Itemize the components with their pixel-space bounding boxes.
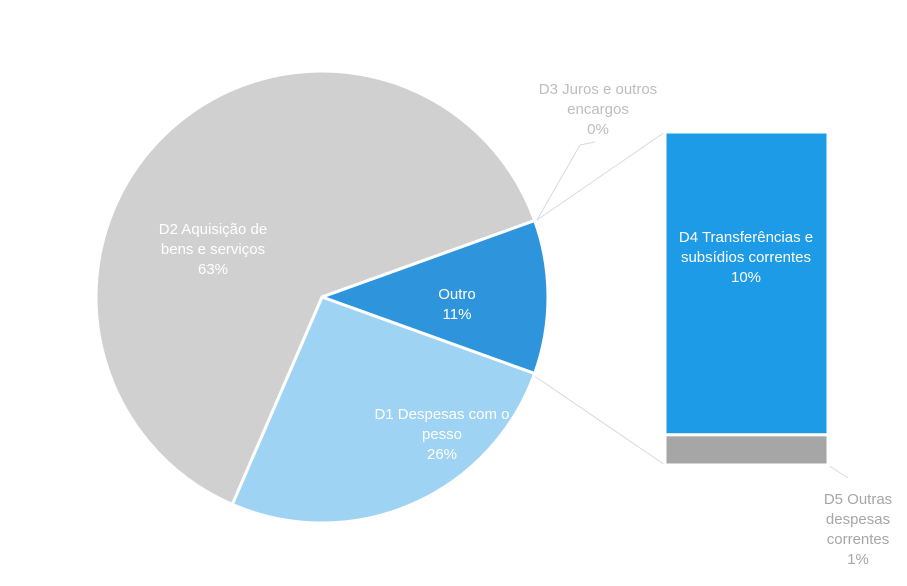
data-label: D2 Aquisição de bens e serviços 63%	[143, 220, 283, 280]
category-label: D4 Transferências e subsídios correntes	[678, 229, 814, 266]
value-label: 10%	[730, 269, 762, 286]
data-label: D5 Outras despesas correntes 1%	[803, 490, 907, 570]
pie-slice	[230, 295, 537, 525]
category-label: D2 Aquisição de bens e serviços	[158, 221, 268, 258]
value-label: 0%	[587, 121, 609, 138]
category-label: Outro	[438, 286, 476, 303]
bar-segment	[663, 433, 830, 467]
connector-line	[536, 131, 666, 221]
bar-segment	[663, 130, 830, 437]
connector-line	[532, 374, 666, 466]
leader-line	[579, 141, 596, 146]
value-label: 63%	[197, 261, 229, 278]
category-label: D1 Despesas com o pesso	[374, 406, 510, 443]
value-label: 1%	[847, 551, 869, 568]
data-label: D1 Despesas com o pesso 26%	[372, 405, 512, 465]
leader-line	[827, 464, 849, 479]
category-label: D5 Outras despesas correntes	[823, 491, 893, 548]
pie-slice	[317, 218, 550, 376]
data-label: D3 Juros e outros encargos 0%	[523, 80, 673, 140]
data-label: Outro 11%	[412, 285, 502, 325]
leader-line	[536, 144, 581, 221]
pie-slice	[94, 69, 537, 507]
value-label: 26%	[426, 446, 458, 463]
value-label: 11%	[442, 306, 472, 323]
data-label: D4 Transferências e subsídios correntes 1…	[664, 228, 829, 288]
category-label: D3 Juros e outros encargos	[538, 81, 658, 118]
